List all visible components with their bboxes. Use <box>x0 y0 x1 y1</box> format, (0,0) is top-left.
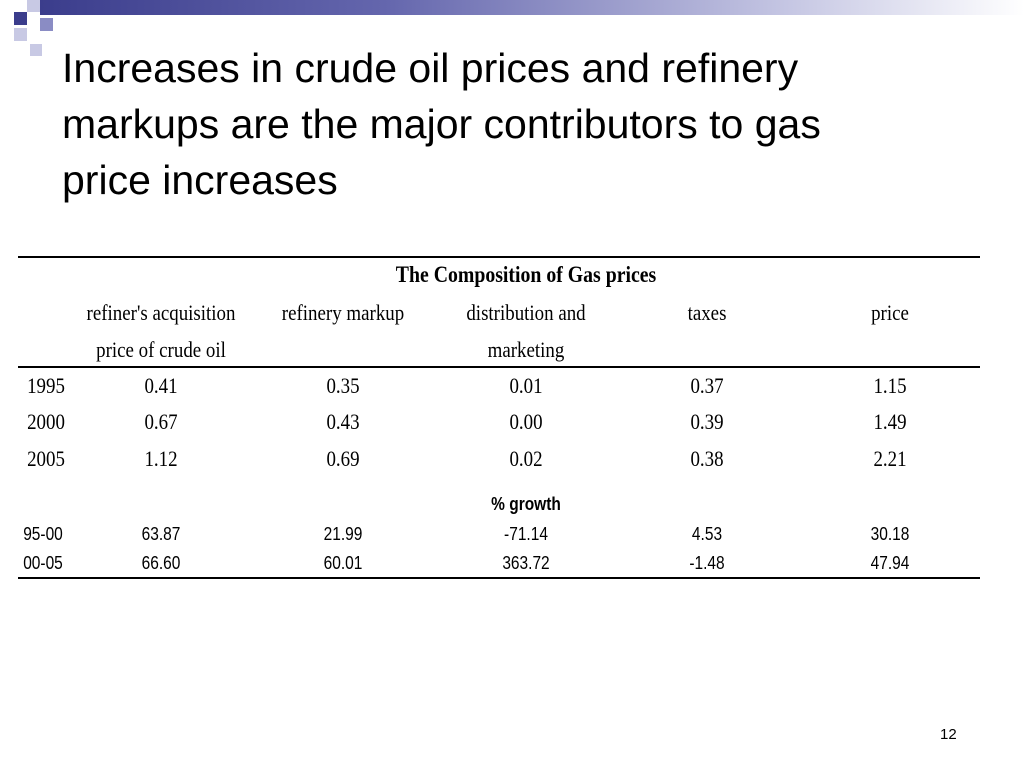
row-year: 1995 <box>27 373 65 398</box>
table-caption: The Composition of Gas prices <box>395 262 657 287</box>
table-cell: 0.43 <box>326 409 360 434</box>
growth-section-title: % growth <box>491 494 561 514</box>
table-cell: 0.38 <box>690 446 724 471</box>
corner-square-dark <box>14 12 27 25</box>
table-cell: 0.35 <box>326 373 360 398</box>
page-number: 12 <box>940 726 957 743</box>
table-cell: 0.39 <box>690 409 724 434</box>
table-cell: 0.69 <box>326 446 360 471</box>
corner-square-light <box>14 28 27 41</box>
growth-cell: 63.87 <box>141 524 181 544</box>
growth-cell: 66.60 <box>141 553 181 573</box>
row-year: 2000 <box>27 409 65 434</box>
table-cell: 0.01 <box>509 373 543 398</box>
column-header-distribution: marketing <box>487 337 565 362</box>
growth-cell: 21.99 <box>323 524 363 544</box>
table-cell: 1.49 <box>873 409 907 434</box>
table-cell: 0.02 <box>509 446 543 471</box>
column-header-refinery-markup: refinery markup <box>281 300 405 325</box>
growth-period: 00-05 <box>23 553 63 573</box>
table-cell: 2.21 <box>873 446 907 471</box>
growth-cell: 4.53 <box>691 524 723 544</box>
column-header-price: price <box>871 300 909 325</box>
growth-cell: 47.94 <box>870 553 910 573</box>
growth-period: 95-00 <box>23 524 63 544</box>
column-header-taxes: taxes <box>687 300 727 325</box>
table-cell: 0.67 <box>144 409 178 434</box>
table-bottom-rule <box>18 577 980 579</box>
table-top-rule <box>18 256 980 258</box>
slide-title-line: markups are the major contributors to ga… <box>62 101 821 147</box>
growth-cell: -1.48 <box>689 553 725 573</box>
table-cell: 0.00 <box>509 409 543 434</box>
growth-cell: 60.01 <box>323 553 363 573</box>
column-header-crude-oil: price of crude oil <box>96 337 226 362</box>
table-cell: 0.37 <box>690 373 724 398</box>
corner-square-mid <box>40 18 53 31</box>
growth-cell: 30.18 <box>870 524 910 544</box>
table-cell: 0.41 <box>144 373 178 398</box>
header-gradient-band <box>40 0 1024 15</box>
corner-square-light <box>30 44 42 56</box>
growth-cell: -71.14 <box>504 524 548 544</box>
corner-square-light <box>27 0 40 12</box>
table-header-rule <box>18 366 980 368</box>
slide-title: Increases in crude oil prices and refine… <box>62 40 962 208</box>
column-header-crude-oil: refiner's acquisition <box>86 300 236 325</box>
slide-title-line: Increases in crude oil prices and refine… <box>62 45 799 91</box>
table-cell: 1.12 <box>144 446 178 471</box>
column-header-distribution: distribution and <box>466 300 586 325</box>
table-cell: 1.15 <box>873 373 907 398</box>
growth-cell: 363.72 <box>502 553 550 573</box>
slide-title-line: price increases <box>62 157 338 203</box>
row-year: 2005 <box>27 446 65 471</box>
